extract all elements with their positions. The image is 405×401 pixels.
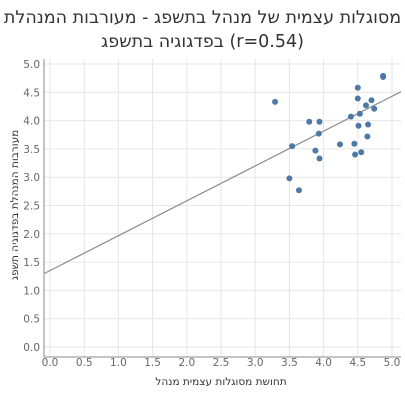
data-point	[354, 95, 361, 102]
axes: 0.0 0.5 1.0 1.5 2.0 2.5 3.0 3.5 4.0 4.5 5.0 0.0 0.5 1…	[23, 59, 401, 369]
y-tick-label: 0.5	[23, 314, 40, 326]
data-point	[356, 110, 363, 117]
data-point	[355, 122, 362, 129]
y-tick-label: 1.0	[23, 285, 40, 297]
data-point	[380, 74, 387, 81]
x-tick-label: 1.0	[110, 357, 127, 369]
y-tick-label: 0.0	[23, 342, 40, 354]
data-points	[272, 72, 387, 194]
axis-labels: תחושת מסוגלות עצמית מנהל מעורבות המנהלת …	[9, 130, 287, 388]
data-point	[312, 147, 319, 154]
x-axis-label: תחושת מסוגלות עצמית מנהל	[155, 376, 286, 388]
y-tick-label: 4.0	[23, 116, 40, 128]
data-point	[316, 118, 323, 125]
y-tick-label: 5.0	[23, 59, 40, 71]
y-tick-label: 4.5	[23, 87, 40, 99]
y-tick-label: 3.0	[23, 172, 40, 184]
data-point	[358, 149, 365, 156]
data-point	[371, 105, 378, 112]
y-axis-label: מעורבות המנהלת בפדגוגיה תשפג	[9, 130, 21, 281]
x-tick-label: 4.5	[349, 357, 366, 369]
trend-line	[43, 91, 402, 275]
chart-title-line1: מסוגלות עצמית של מנהל בתשפג - מעורבות המ…	[3, 8, 402, 28]
x-tick-label: 3.5	[281, 357, 298, 369]
data-point	[316, 155, 323, 162]
x-tick-label: 1.5	[144, 357, 161, 369]
y-tick-label: 2.5	[23, 201, 40, 213]
x-tick-label: 2.5	[213, 357, 230, 369]
x-tick-label: 0.0	[42, 357, 59, 369]
data-point	[286, 175, 293, 182]
x-tick-label: 5.0	[384, 357, 401, 369]
data-point	[289, 143, 296, 150]
data-point	[365, 121, 372, 128]
data-point	[315, 130, 322, 137]
data-point	[337, 141, 344, 148]
grid-lines	[44, 59, 401, 357]
data-point	[368, 97, 375, 104]
chart-title: מסוגלות עצמית של מנהל בתשפג - מעורבות המ…	[0, 6, 405, 54]
y-tick-label: 3.5	[23, 144, 40, 156]
data-point	[347, 113, 354, 120]
data-point	[306, 118, 313, 125]
data-point	[363, 102, 370, 109]
y-tick-label: 2.0	[23, 229, 40, 241]
data-point	[354, 84, 361, 91]
data-point	[272, 98, 279, 105]
data-point	[295, 187, 302, 194]
data-point	[352, 151, 359, 158]
x-tick-label: 4.0	[315, 357, 332, 369]
x-tick-label: 2.0	[178, 357, 195, 369]
y-tick-label: 1.5	[23, 257, 40, 269]
data-point	[364, 133, 371, 140]
x-tick-label: 3.0	[247, 357, 264, 369]
trend-line-group	[43, 91, 402, 275]
chart-title-line2: בפדגוגיה בתשפג (r=0.54)	[101, 32, 304, 52]
data-point	[351, 140, 358, 147]
x-tick-label: 0.5	[76, 357, 93, 369]
